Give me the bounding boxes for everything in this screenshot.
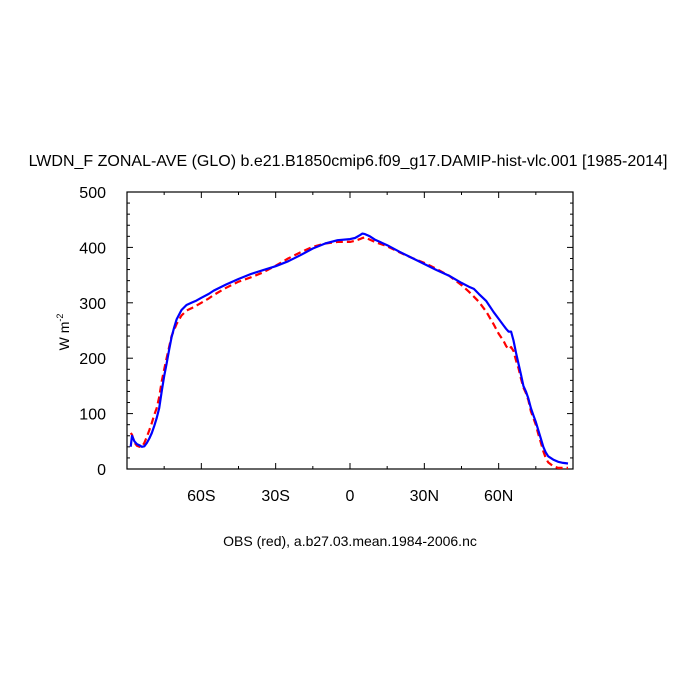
y-tick-label: 100 [79,407,106,424]
y-tick-label: 0 [97,462,106,479]
x-tick-label: 0 [346,488,355,505]
x-axis: 60S 30S 0 30N 60N [126,192,574,505]
y-tick-label: 500 [79,185,106,202]
x-tick-label: 60S [187,488,215,505]
y-axis-label: W m-2 [55,314,72,351]
chart-title: LWDN_F ZONAL-AVE (GLO) b.e21.B1850cmip6.… [29,153,668,170]
x-tick-label: 60N [484,488,513,505]
y-axis: 0 100 200 300 400 500 [79,185,573,479]
series-line-obs [129,236,568,469]
y-tick-label: 400 [79,240,106,257]
x-axis-label: OBS (red), a.b27.03.mean.1984-2006.nc [223,533,477,549]
x-tick-label: 30N [410,488,439,505]
y-tick-label: 200 [79,351,106,368]
y-axis-label-text: W m [56,322,72,351]
x-tick-label: 30S [261,488,289,505]
series-line-model [129,232,569,465]
y-axis-label-superscript: -2 [55,314,65,322]
plot-frame [126,191,574,470]
series-group [129,232,569,469]
y-tick-label: 300 [79,296,106,313]
